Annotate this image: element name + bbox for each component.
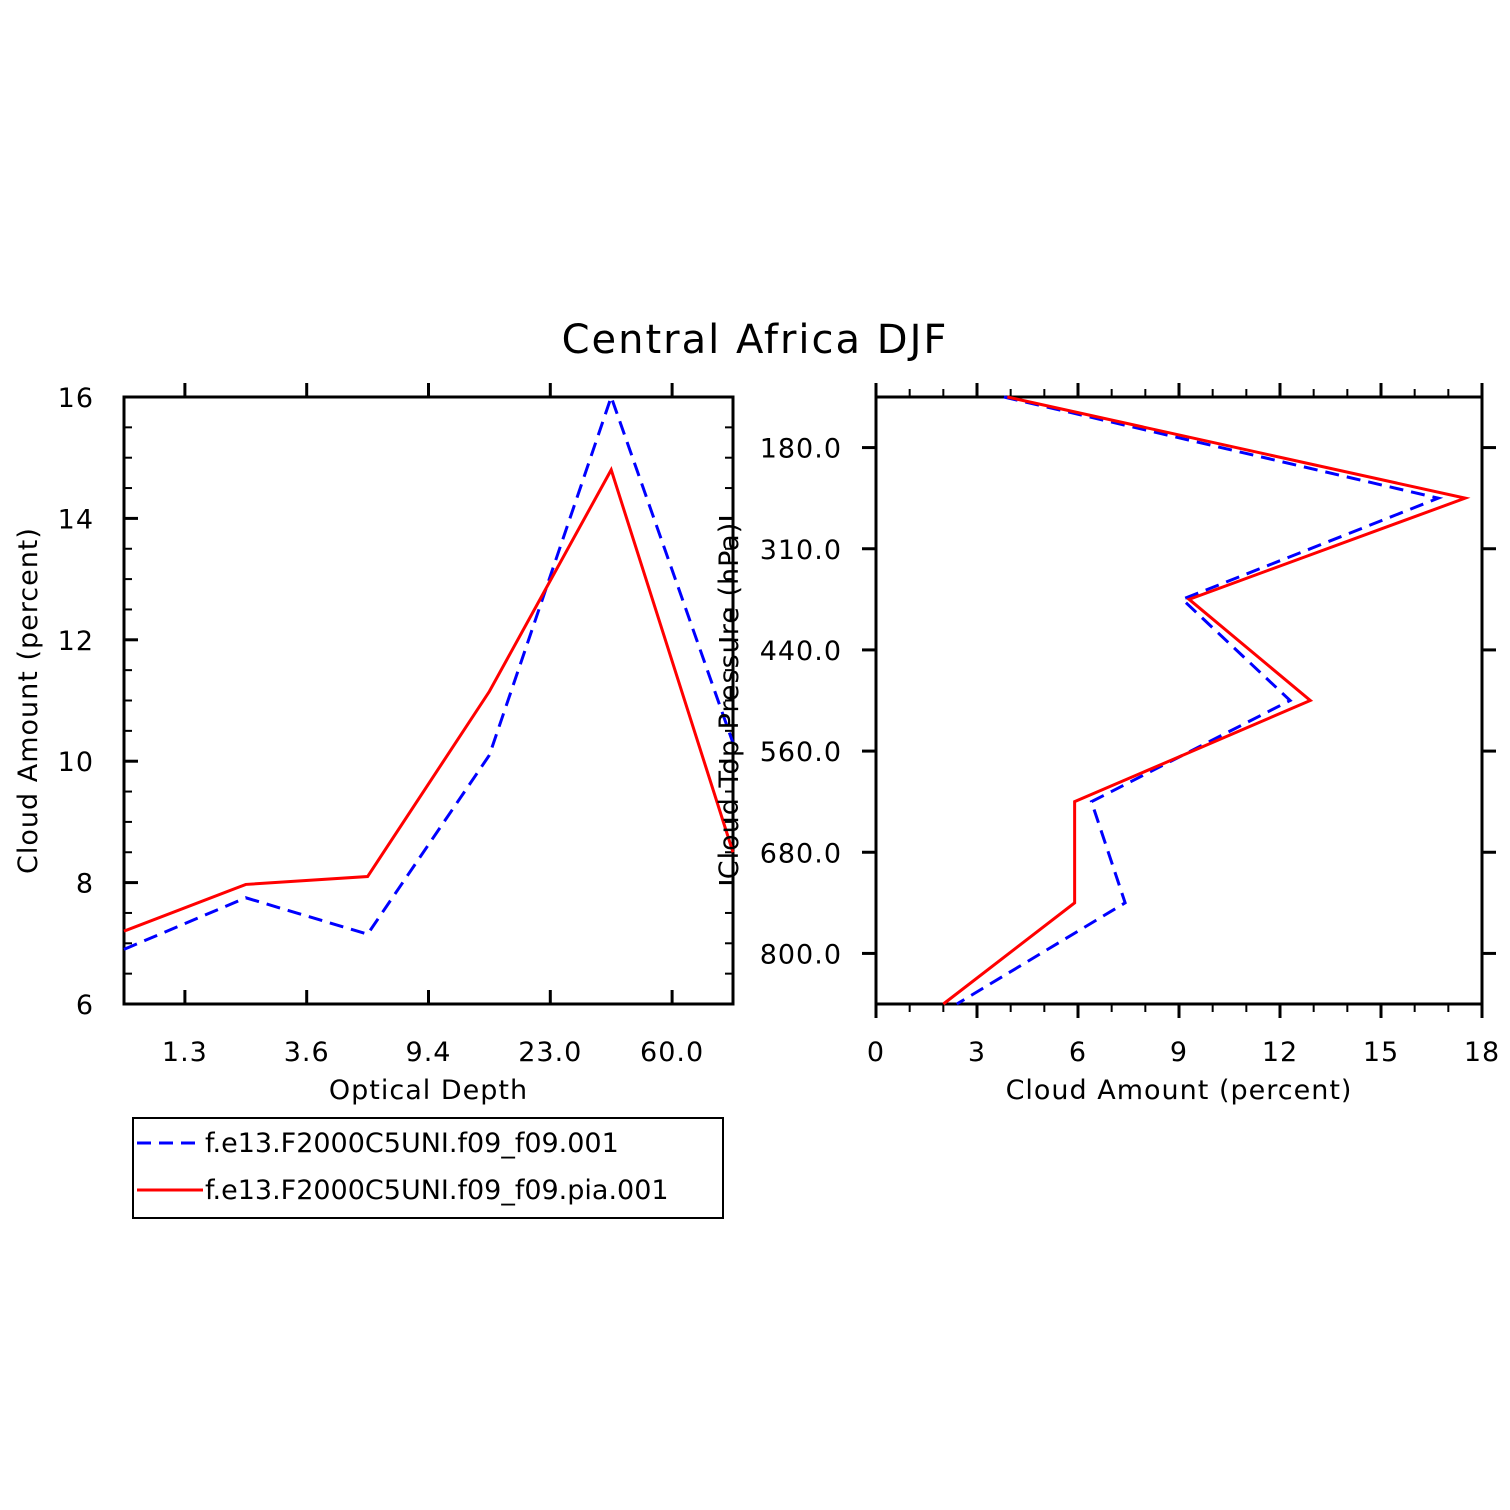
x-tick-label: 3.6 — [284, 1037, 330, 1068]
legend-box — [132, 1117, 724, 1219]
legend-label-series-1: f.e13.F2000C5UNI.f09_f09.001 — [205, 1128, 619, 1159]
y-tick-label: 6 — [76, 990, 94, 1021]
x-tick-label: 12 — [1262, 1037, 1298, 1068]
y-axis-label: Cloud Top Pressure (hPa) — [714, 522, 745, 880]
x-axis-label: Cloud Amount (percent) — [1006, 1075, 1353, 1106]
x-tick-label: 9 — [1170, 1037, 1188, 1068]
x-tick-label: 1.3 — [162, 1037, 208, 1068]
x-tick-label: 3 — [968, 1037, 986, 1068]
right-panel-pressure: 0 3 6 9 12 15 18 180.0 310.0 440.0 560.0 680.0 800.0… — [714, 383, 1500, 1106]
series-line-1 — [956, 395, 1444, 1006]
plot-frame — [122, 395, 735, 1006]
series-line-1 — [123, 392, 735, 951]
series-line-2 — [123, 466, 735, 933]
y-tick-label: 680.0 — [760, 838, 842, 869]
y-tick-label: 180.0 — [760, 434, 842, 465]
y-tick-label: 310.0 — [760, 535, 842, 566]
x-tick-label: 18 — [1464, 1037, 1500, 1068]
figure-title: Central Africa DJF — [562, 317, 949, 363]
y-tick-label: 10 — [58, 747, 94, 778]
y-tick-label: 12 — [58, 626, 94, 657]
series-line-2 — [942, 395, 1471, 1006]
y-tick-label: 16 — [58, 383, 94, 414]
legend-label-series-2: f.e13.F2000C5UNI.f09_f09.pia.001 — [205, 1175, 669, 1206]
x-axis-label: Optical Depth — [329, 1075, 528, 1106]
y-tick-label: 800.0 — [760, 939, 842, 970]
x-tick-label: 23.0 — [518, 1037, 582, 1068]
y-axis-label: Cloud Amount (percent) — [13, 527, 44, 874]
x-tick-label: 9.4 — [406, 1037, 452, 1068]
y-tick-label: 8 — [76, 869, 94, 900]
x-tick-label: 60.0 — [640, 1037, 704, 1068]
x-tick-label: 15 — [1363, 1037, 1399, 1068]
y-tick-label: 440.0 — [760, 636, 842, 667]
left-panel-optical-depth: 1.3 3.6 9.4 23.0 60.0 6 8 10 12 14 16 Optical Depth… — [13, 383, 735, 1106]
x-tick-label: 0 — [867, 1037, 885, 1068]
y-tick-label: 560.0 — [760, 737, 842, 768]
y-tick-label: 14 — [58, 504, 94, 535]
x-tick-label: 6 — [1069, 1037, 1087, 1068]
legend: f.e13.F2000C5UNI.f09_f09.001 f.e13.F2000… — [132, 1117, 724, 1219]
